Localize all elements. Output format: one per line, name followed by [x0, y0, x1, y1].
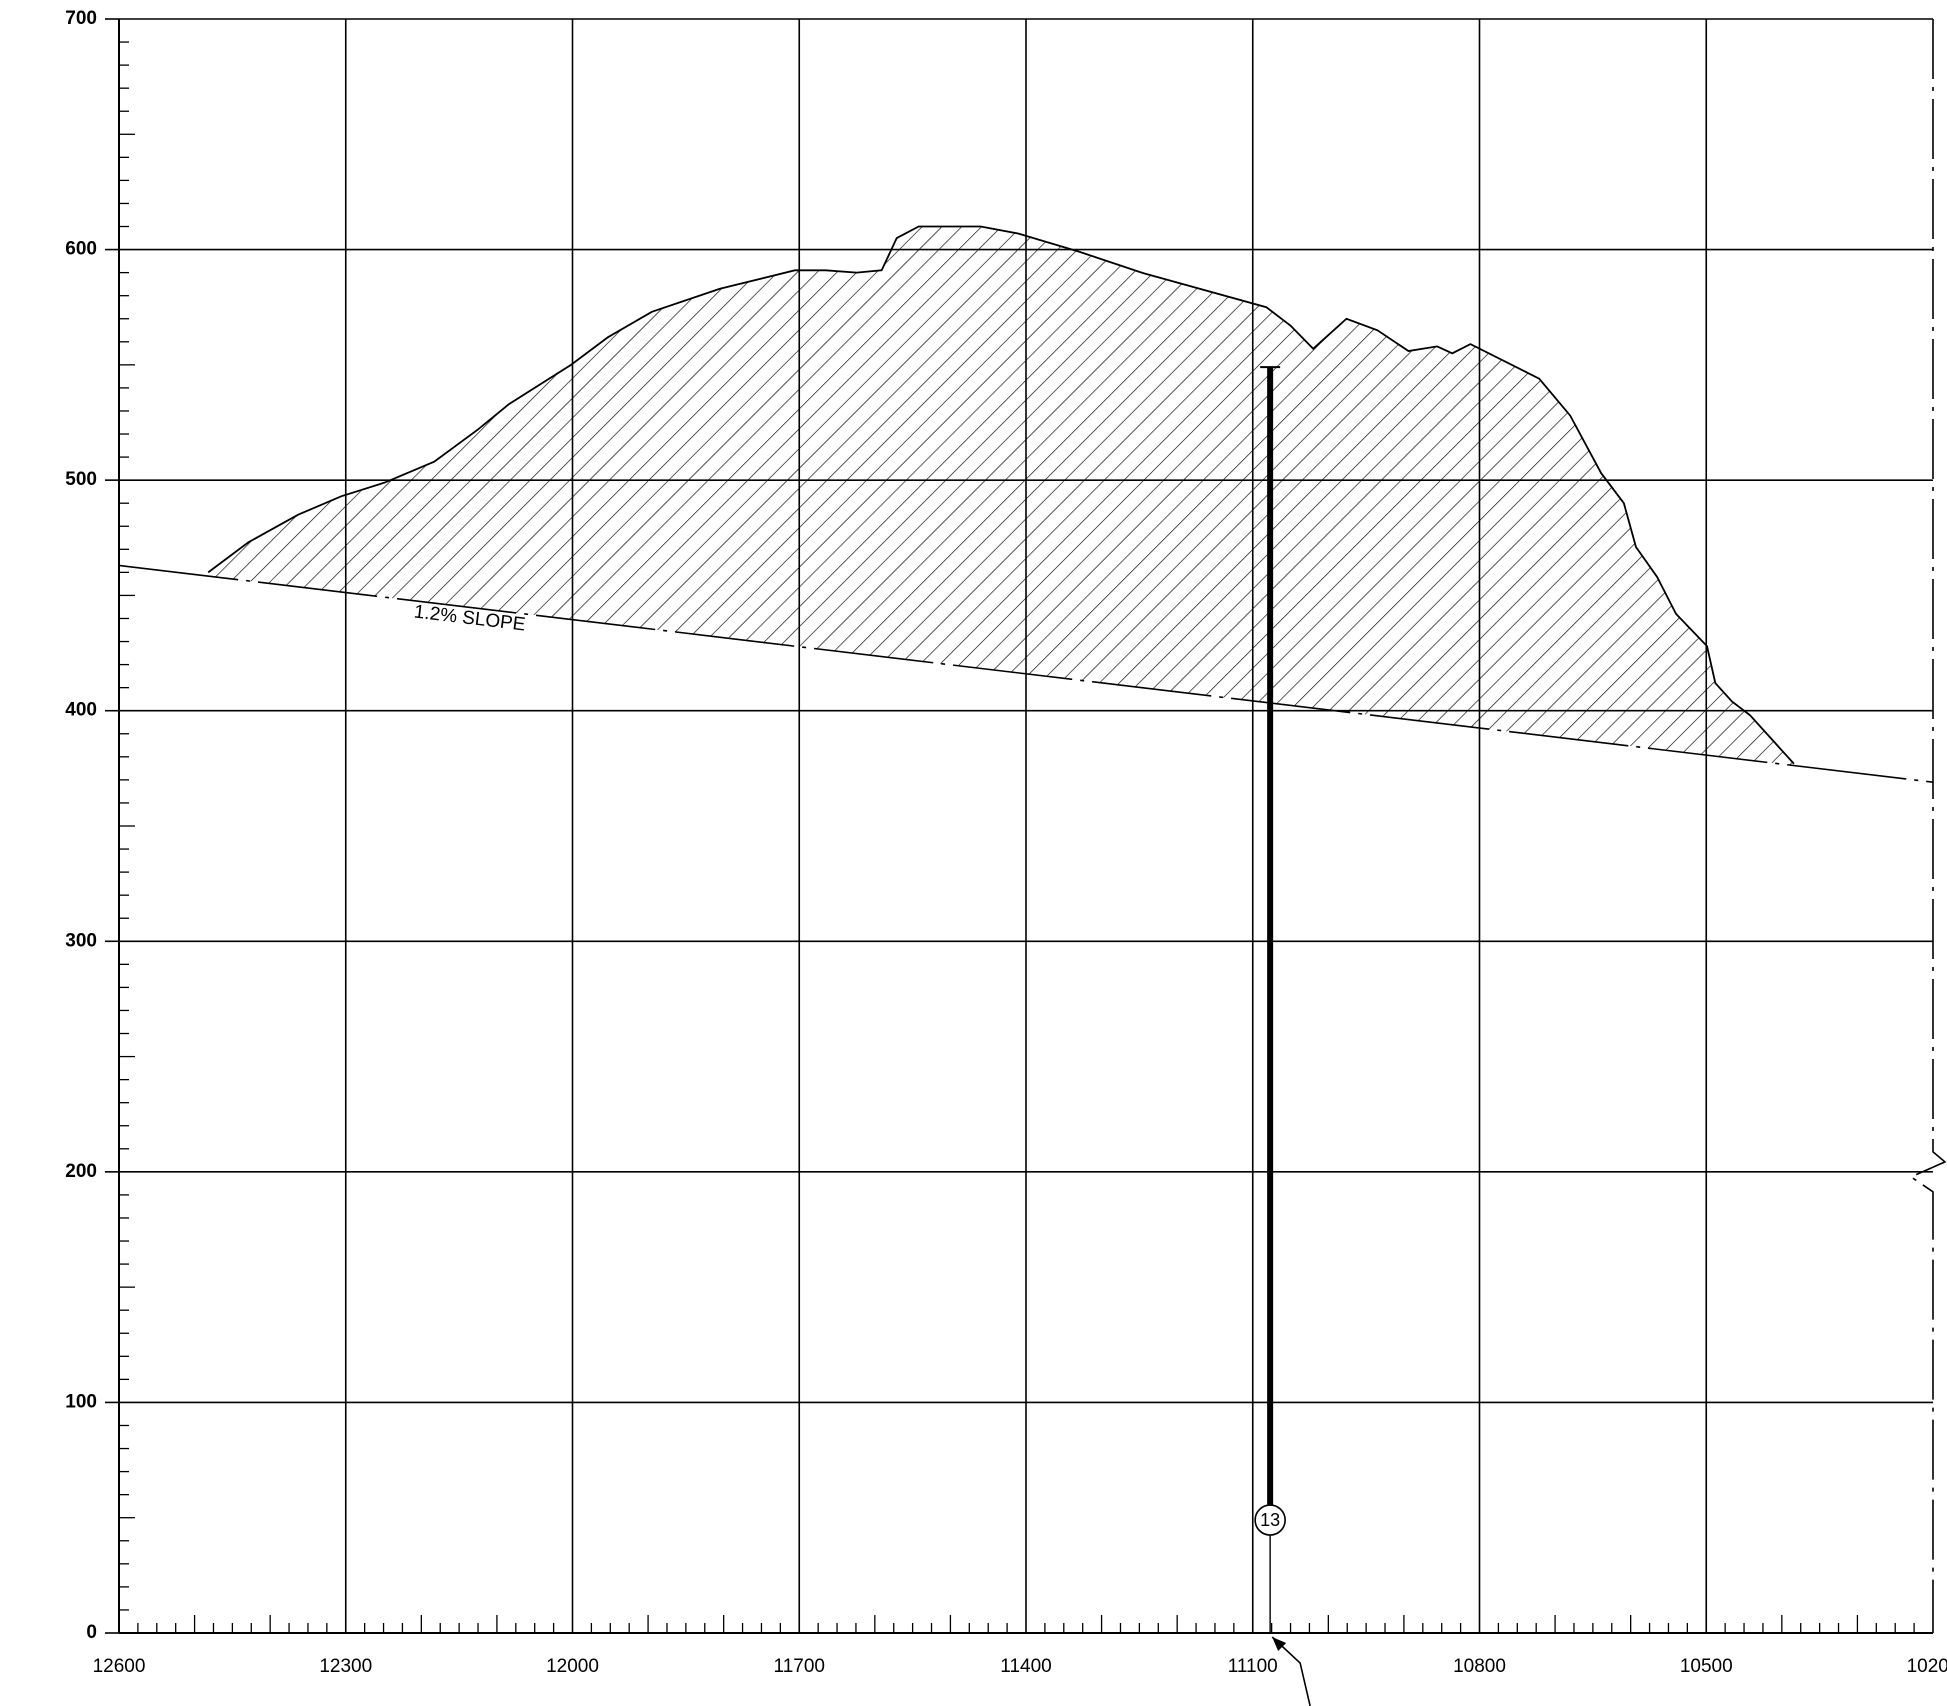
- y-tick-label: 0: [86, 1622, 97, 1643]
- marker-circle: [1254, 1504, 1286, 1536]
- slope-line: [118, 564, 1934, 783]
- y-tick-label: 300: [65, 930, 97, 951]
- x-tick-label: 10800: [1453, 1656, 1506, 1677]
- x-tick-label: 10200: [1907, 1656, 1947, 1677]
- profile-line: [207, 225, 1795, 765]
- x-tick-label: 10500: [1680, 1656, 1733, 1677]
- marker-label: 13: [1260, 1510, 1280, 1530]
- x-tick-label: 12600: [93, 1656, 146, 1677]
- x-tick-label: 11400: [1000, 1656, 1051, 1677]
- x-tick-label: 12000: [546, 1656, 599, 1677]
- y-tick-label: 600: [65, 239, 97, 260]
- leader-arrow: [1272, 1637, 1287, 1651]
- y-tick-label: 400: [65, 700, 97, 721]
- y-tick-label: 200: [65, 1161, 97, 1182]
- y-tick-label: 700: [65, 8, 97, 29]
- break-line: [1909, 19, 1947, 1633]
- x-tick-label: 11100: [1228, 1656, 1278, 1677]
- y-tick-label: 100: [65, 1391, 97, 1412]
- hatch-area: [208, 226, 1794, 766]
- y-tick-label: 500: [65, 469, 97, 490]
- x-tick-label: 12300: [319, 1656, 372, 1677]
- x-tick-label: 11700: [774, 1656, 825, 1677]
